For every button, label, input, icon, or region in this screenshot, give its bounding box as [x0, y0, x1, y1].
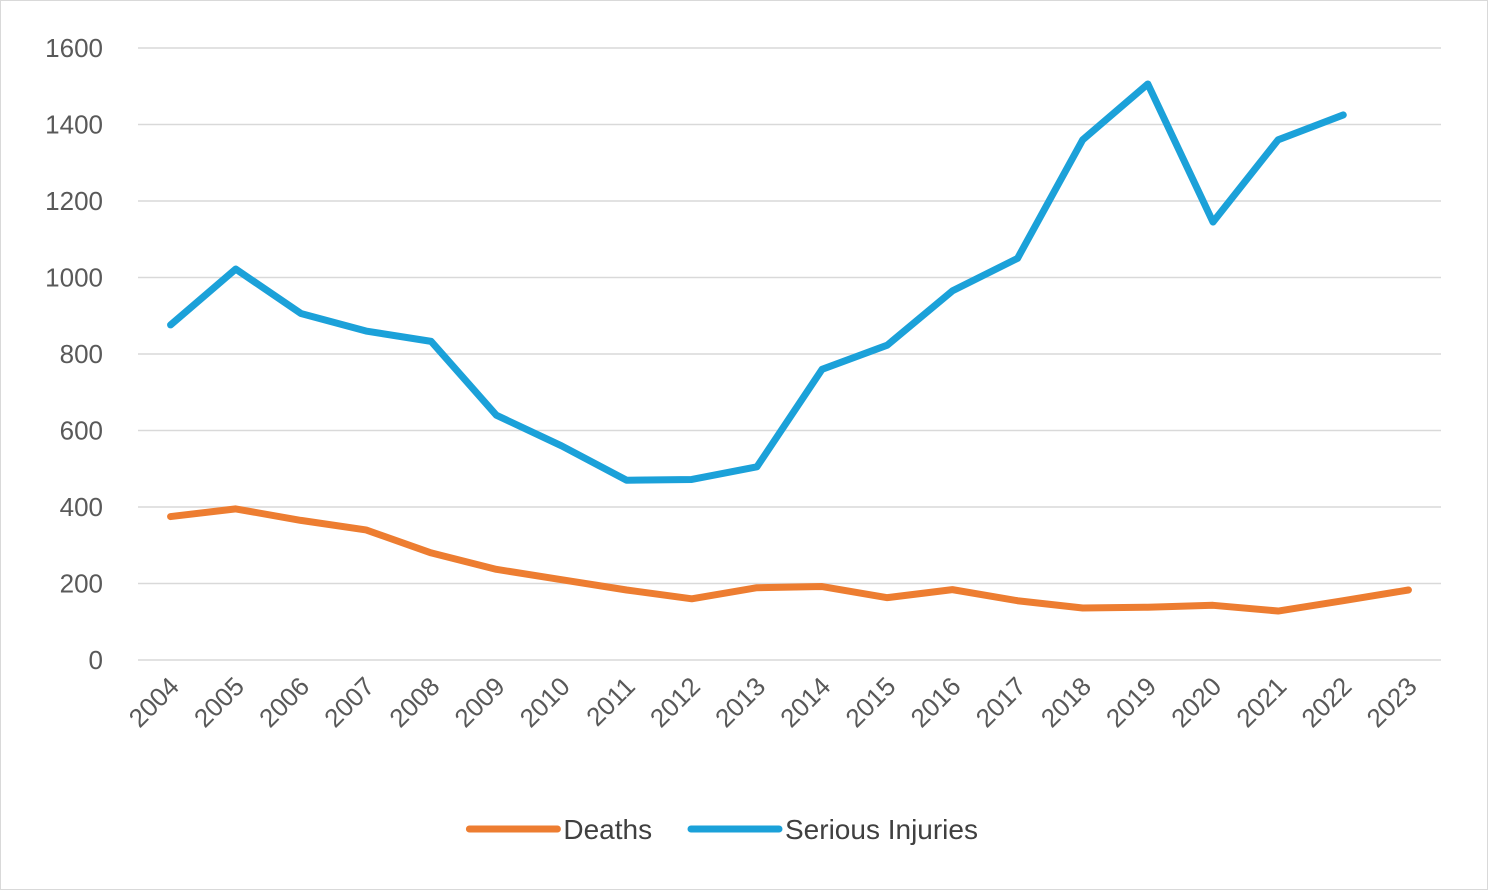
legend-label-deaths: Deaths — [563, 814, 652, 845]
x-tick-label: 2009 — [448, 671, 510, 733]
x-tick-label: 2012 — [644, 671, 706, 733]
x-axis-tick-labels: 2004 2005 2006 2007 2008 2009 2010 2011 2012 2013… — [123, 671, 1423, 733]
y-tick-label: 1200 — [45, 186, 103, 216]
legend-label-serious-injuries: Serious Injuries — [785, 814, 978, 845]
x-tick-label: 2004 — [123, 671, 185, 733]
legend: Deaths Serious Injuries — [465, 814, 978, 845]
x-tick-label: 2005 — [188, 671, 250, 733]
series-lines — [167, 80, 1412, 615]
y-tick-label: 1400 — [45, 110, 103, 140]
x-tick-label: 2016 — [905, 671, 967, 733]
x-tick-label: 2010 — [514, 671, 576, 733]
series-line-serious-injuries — [167, 80, 1347, 484]
x-tick-label: 2007 — [318, 671, 380, 733]
gridlines — [138, 47, 1441, 661]
x-tick-label: 2008 — [383, 671, 445, 733]
y-tick-label: 0 — [89, 645, 103, 675]
y-tick-label: 200 — [60, 569, 103, 599]
y-tick-label: 1000 — [45, 263, 103, 293]
x-tick-label: 2023 — [1361, 671, 1423, 733]
x-tick-label: 2019 — [1100, 671, 1162, 733]
x-tick-label: 2011 — [580, 671, 641, 732]
y-tick-label: 1600 — [45, 33, 103, 63]
y-tick-label: 800 — [60, 339, 103, 369]
y-axis-tick-labels: 0 200 400 600 800 1000 1200 1400 1600 — [45, 33, 103, 675]
x-tick-label: 2017 — [970, 671, 1032, 733]
x-tick-label: 2014 — [774, 671, 836, 733]
series-line-deaths — [167, 505, 1412, 615]
x-tick-label: 2020 — [1165, 671, 1227, 733]
x-tick-label: 2006 — [253, 671, 315, 733]
x-tick-label: 2013 — [709, 671, 771, 733]
y-tick-label: 600 — [60, 416, 103, 446]
x-tick-label: 2021 — [1230, 671, 1292, 733]
x-tick-label: 2018 — [1035, 671, 1097, 733]
x-tick-label: 2022 — [1295, 671, 1357, 733]
y-tick-label: 400 — [60, 492, 103, 522]
x-tick-label: 2015 — [839, 671, 901, 733]
